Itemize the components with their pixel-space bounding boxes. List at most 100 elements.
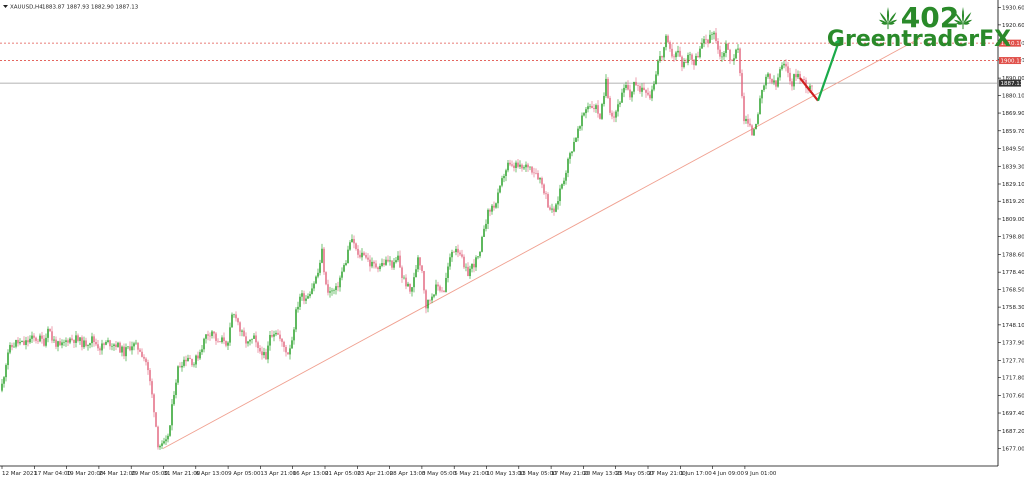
candle-body [125, 347, 127, 357]
x-tick-label: 5 May 21:00 [454, 471, 489, 477]
candle-body [613, 116, 615, 118]
candle-body [221, 337, 223, 343]
x-tick-label: 9 Jun 01:00 [745, 471, 777, 477]
candle-body [305, 298, 307, 301]
y-tick-label: 1697.40 [1002, 411, 1024, 417]
candle-body [145, 358, 147, 363]
candle-body [15, 339, 17, 347]
up-arrow-icon [834, 38, 842, 46]
candle-body [451, 251, 453, 258]
y-tick-label: 1788.60 [1002, 252, 1024, 258]
candle-body [647, 92, 649, 95]
candle-body [193, 364, 195, 366]
price-badge-label: 1910.10 [1001, 41, 1024, 47]
candle-body [487, 209, 489, 224]
candle-body [795, 74, 797, 78]
y-tick-label: 1778.40 [1002, 270, 1024, 276]
candle-body [591, 105, 593, 109]
candle-body [355, 243, 357, 249]
candle-body [713, 32, 715, 35]
candle-body [119, 342, 121, 353]
candle-body [69, 338, 71, 343]
candle-body [493, 205, 495, 208]
candle-body [531, 166, 533, 173]
leaf-blade [886, 7, 890, 24]
candle-body [751, 125, 753, 136]
y-tick-label: 1798.80 [1002, 235, 1024, 241]
candle-body [583, 113, 585, 116]
candle-body [307, 296, 309, 299]
candle-body [77, 335, 79, 341]
candle-body [161, 443, 163, 446]
candle-body [625, 84, 627, 88]
x-tick-label: 21 Apr 05:00 [325, 471, 361, 477]
candle-body [427, 299, 429, 309]
candle-body [669, 42, 671, 49]
y-tick-label: 1859.70 [1002, 129, 1024, 135]
candle-body [535, 173, 537, 174]
candle-body [37, 340, 39, 342]
candle-body [465, 266, 467, 268]
candle-body [785, 63, 787, 67]
leaf-blade [963, 22, 970, 25]
candle-body [443, 290, 445, 292]
y-tick-label: 1890.00 [1002, 76, 1024, 82]
candle-body [665, 35, 667, 48]
candle-body [199, 352, 201, 359]
candle-body [249, 339, 251, 342]
candle-body [99, 348, 101, 351]
candle-body [339, 277, 341, 288]
candle-body [67, 340, 69, 343]
candle-body [121, 346, 123, 353]
candle-body [201, 349, 203, 353]
candle-body [761, 89, 763, 99]
candle-body [149, 370, 151, 382]
candle-body [335, 286, 337, 291]
candle-body [211, 331, 213, 336]
candle-body [159, 445, 161, 448]
x-tick-label: 23 Apr 21:00 [357, 471, 393, 477]
candle-body [19, 341, 21, 344]
candle-body [403, 277, 405, 279]
candle-body [369, 259, 371, 267]
candle-body [721, 56, 723, 58]
candle-body [505, 170, 507, 176]
candle-body [507, 162, 509, 171]
candle-body [55, 339, 57, 347]
plot-area [0, 0, 999, 467]
candle-body [291, 340, 293, 349]
price-badge [999, 39, 1021, 47]
candle-body [93, 336, 95, 343]
leaf-blade [963, 12, 972, 24]
candle-body [85, 340, 87, 346]
candle-body [793, 74, 795, 87]
candle-body [41, 335, 43, 339]
candle-body [165, 439, 167, 442]
candle-body [789, 72, 791, 82]
candle-body [519, 164, 521, 167]
candle-body [243, 330, 245, 337]
candle-body [675, 52, 677, 58]
candle-body [319, 262, 321, 273]
leaf-blade [956, 22, 963, 25]
candle-body [551, 208, 553, 210]
candle-body [689, 54, 691, 56]
candle-body [495, 203, 497, 208]
candle-body [425, 290, 427, 309]
candle-body [361, 252, 363, 258]
candle-body [59, 341, 61, 346]
candle-body [521, 164, 523, 169]
candle-body [617, 104, 619, 112]
candle-body [631, 91, 633, 98]
candle-body [275, 332, 277, 335]
candle-body [681, 56, 683, 68]
dropdown-arrow-icon[interactable] [3, 5, 8, 8]
support-trendline [162, 37, 921, 449]
candle-body [733, 58, 735, 61]
candle-body [143, 356, 145, 359]
candle-body [553, 208, 555, 212]
candle-body [351, 239, 353, 243]
candle-body [419, 257, 421, 266]
candle-body [65, 340, 67, 342]
candle-body [255, 335, 257, 343]
